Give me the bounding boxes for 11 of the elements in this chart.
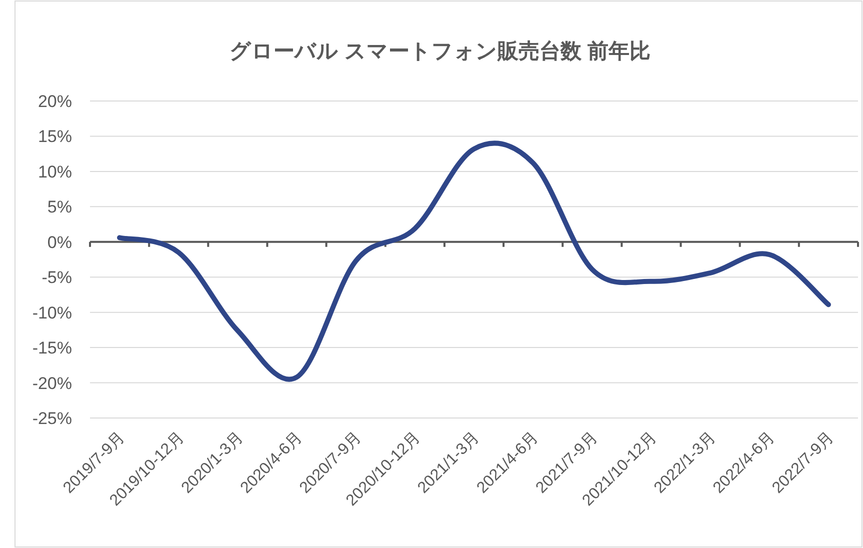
y-tick-label: 10% [38,162,72,182]
y-tick-label: 0% [47,232,72,252]
y-tick-label: 15% [38,127,72,146]
y-tick-label: 20% [38,92,72,111]
y-tick-label: 5% [47,198,72,217]
y-tick-label: -5% [42,268,72,288]
y-tick-label: -10% [32,303,72,322]
y-tick-label: -25% [32,409,72,428]
chart-title: グローバル スマートフォン販売台数 前年比 [230,40,650,63]
y-tick-label: -20% [32,374,72,393]
y-tick-label: -15% [32,338,72,358]
